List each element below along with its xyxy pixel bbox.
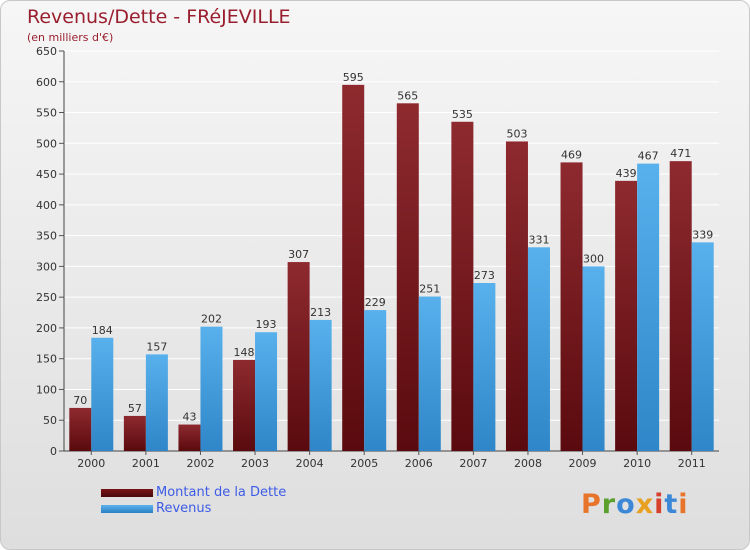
data-label: 469 bbox=[561, 148, 582, 161]
logo-letter: x bbox=[635, 489, 655, 520]
x-tick-label: 2006 bbox=[405, 457, 433, 470]
bar-dette bbox=[178, 424, 201, 451]
y-tick-label: 250 bbox=[36, 291, 57, 304]
x-tick-label: 2010 bbox=[623, 457, 651, 470]
data-label: 439 bbox=[616, 167, 637, 180]
bar-dette bbox=[505, 141, 528, 451]
legend-label-revenus: Revenus bbox=[156, 501, 212, 516]
y-tick-label: 600 bbox=[36, 76, 57, 89]
logo-letter: i bbox=[654, 489, 665, 520]
x-tick-label: 2001 bbox=[132, 457, 160, 470]
bar-dette bbox=[69, 407, 92, 451]
x-tick-label: 2004 bbox=[296, 457, 324, 470]
data-label: 273 bbox=[474, 269, 495, 282]
y-tick-label: 650 bbox=[36, 45, 57, 58]
y-tick-label: 500 bbox=[36, 137, 57, 150]
chart-title: Revenus/Dette - FRéJEVILLE bbox=[27, 6, 291, 28]
legend-label-dette: Montant de la Dette bbox=[156, 485, 287, 500]
data-label: 307 bbox=[288, 248, 309, 261]
y-tick-label: 300 bbox=[36, 260, 57, 273]
data-label: 202 bbox=[201, 313, 222, 326]
chart-subtitle: (en milliers d'€) bbox=[27, 31, 114, 44]
x-tick-label: 2011 bbox=[678, 457, 706, 470]
bar-revenus bbox=[91, 337, 114, 451]
x-tick-label: 2007 bbox=[459, 457, 487, 470]
data-label: 157 bbox=[146, 340, 167, 353]
legend-swatch-dette bbox=[101, 489, 153, 497]
bar-revenus bbox=[418, 296, 441, 451]
proxiti-logo: Proxiti bbox=[581, 489, 689, 520]
bar-revenus bbox=[473, 283, 496, 451]
bar-dette bbox=[451, 121, 474, 452]
bar-dette bbox=[123, 415, 146, 451]
bar-dette bbox=[669, 161, 692, 451]
bar-revenus bbox=[145, 354, 168, 451]
logo-letter: r bbox=[601, 489, 617, 520]
data-label: 184 bbox=[92, 324, 113, 337]
bar-dette bbox=[287, 262, 310, 451]
data-label: 193 bbox=[256, 318, 277, 331]
y-tick-label: 100 bbox=[36, 383, 57, 396]
logo-letter: P bbox=[581, 489, 602, 520]
data-label: 339 bbox=[692, 228, 713, 241]
data-label: 535 bbox=[452, 108, 473, 121]
data-label: 213 bbox=[310, 306, 331, 319]
data-label: 331 bbox=[528, 233, 549, 246]
data-label: 70 bbox=[73, 394, 87, 407]
x-tick-label: 2003 bbox=[241, 457, 269, 470]
data-label: 565 bbox=[397, 89, 418, 102]
bar-revenus bbox=[255, 332, 278, 451]
y-tick-label: 550 bbox=[36, 107, 57, 120]
bar-dette bbox=[615, 180, 638, 451]
bar-revenus bbox=[637, 163, 660, 451]
bar-revenus bbox=[691, 242, 714, 451]
bar-dette bbox=[342, 84, 365, 451]
bar-revenus bbox=[582, 266, 605, 451]
x-tick-label: 2009 bbox=[569, 457, 597, 470]
bar-revenus bbox=[527, 247, 550, 451]
bar-dette bbox=[396, 103, 419, 452]
x-tick-label: 2005 bbox=[350, 457, 378, 470]
y-tick-label: 350 bbox=[36, 230, 57, 243]
data-label: 595 bbox=[343, 71, 364, 84]
logo-letter: o bbox=[616, 489, 636, 520]
bar-dette bbox=[560, 162, 583, 451]
bar-revenus bbox=[200, 326, 223, 451]
data-label: 503 bbox=[506, 127, 527, 140]
data-label: 43 bbox=[182, 411, 196, 424]
x-tick-label: 2000 bbox=[77, 457, 105, 470]
y-tick-label: 400 bbox=[36, 199, 57, 212]
data-label: 300 bbox=[583, 252, 604, 265]
x-tick-label: 2008 bbox=[514, 457, 542, 470]
data-label: 251 bbox=[419, 283, 440, 296]
y-tick-label: 50 bbox=[43, 414, 57, 427]
data-label: 229 bbox=[365, 296, 386, 309]
logo-letter: t bbox=[664, 489, 679, 520]
bar-revenus bbox=[309, 319, 332, 451]
y-tick-label: 200 bbox=[36, 322, 57, 335]
data-label: 471 bbox=[670, 147, 691, 160]
y-tick-label: 450 bbox=[36, 168, 57, 181]
y-tick-label: 0 bbox=[50, 445, 57, 458]
bar-dette bbox=[233, 359, 256, 451]
logo-letter: i bbox=[678, 489, 689, 520]
y-tick-label: 150 bbox=[36, 353, 57, 366]
legend-swatch-revenus bbox=[101, 505, 153, 513]
x-tick-label: 2002 bbox=[186, 457, 214, 470]
data-label: 148 bbox=[234, 346, 255, 359]
data-label: 467 bbox=[638, 150, 659, 163]
data-label: 57 bbox=[128, 402, 142, 415]
bar-revenus bbox=[364, 310, 387, 451]
